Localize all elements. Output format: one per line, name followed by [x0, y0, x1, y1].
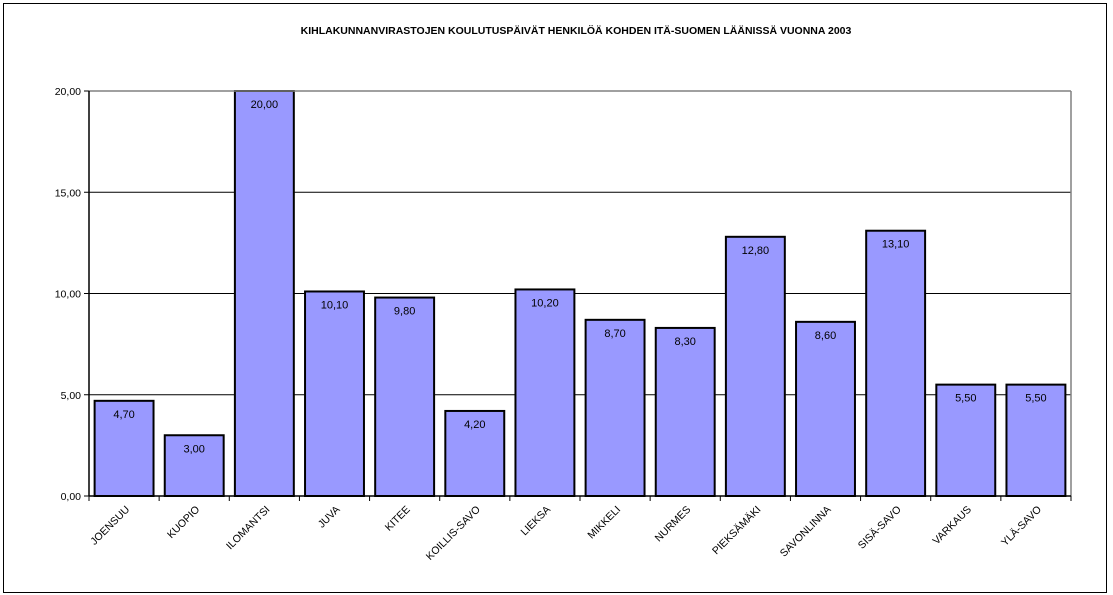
bar — [93, 399, 155, 498]
x-tick-label: JUVA — [316, 504, 343, 531]
x-tick-label: KOILLIS-SAVO — [424, 504, 483, 563]
x-tick-label: YLÄ-SAVO — [999, 504, 1044, 549]
bar — [724, 235, 786, 498]
y-tick-label: 15,00 — [55, 187, 81, 199]
data-label: 10,20 — [531, 297, 559, 309]
bar — [865, 229, 927, 497]
y-tick-label: 10,00 — [55, 289, 81, 301]
x-tick-label: ILOMANTSI — [224, 504, 273, 553]
data-label: 4,70 — [113, 409, 134, 421]
y-tick-label: 5,00 — [61, 390, 82, 402]
data-label: 20,00 — [251, 99, 279, 111]
x-tick-label: KITEE — [383, 504, 413, 534]
x-tick-label: SAVONLINNA — [778, 504, 834, 560]
data-label: 10,10 — [321, 299, 349, 311]
bar — [795, 320, 856, 497]
bar — [584, 318, 646, 498]
bar-chart: KIHLAKUNNANVIRASTOJEN KOULUTUSPÄIVÄT HEN… — [55, 24, 1072, 563]
bar — [514, 288, 576, 498]
data-labels: 4,70 3,00 20,00 10,10 9,80 4,20 10,20 8,70 8,30 1… — [113, 99, 1046, 455]
x-tick-label: SISÄ-SAVO — [856, 504, 904, 552]
bars — [93, 90, 1067, 498]
data-label: 5,50 — [955, 393, 976, 405]
data-label: 8,30 — [675, 336, 696, 348]
data-label: 8,60 — [815, 330, 836, 342]
bar — [374, 296, 436, 497]
data-label: 5,50 — [1025, 393, 1046, 405]
data-label: 13,10 — [882, 239, 910, 251]
y-tick-label: 20,00 — [55, 86, 81, 98]
data-label: 9,80 — [394, 306, 415, 318]
y-tick-label: 0,00 — [61, 491, 82, 503]
x-tick-label: KUOPIO — [165, 504, 202, 541]
chart-title: KIHLAKUNNANVIRASTOJEN KOULUTUSPÄIVÄT HEN… — [301, 24, 852, 37]
x-tick-label: VARKAUS — [930, 504, 973, 547]
data-label: 4,20 — [464, 419, 485, 431]
data-label: 3,00 — [184, 443, 205, 455]
bar — [654, 326, 716, 497]
bar — [233, 90, 295, 497]
x-tick-label: JOENSUU — [88, 504, 132, 548]
x-tick-label: MIKKELI — [585, 504, 623, 542]
bar — [1005, 383, 1067, 497]
data-label: 8,70 — [604, 328, 625, 340]
x-tick-label: NURMES — [653, 504, 694, 545]
bar — [444, 409, 506, 498]
bar — [304, 290, 365, 497]
data-label: 12,80 — [742, 245, 770, 257]
x-tick-label: PIEKSÄMÄKI — [710, 504, 763, 557]
x-tick-label: LIEKSA — [519, 504, 553, 538]
chart-frame: KIHLAKUNNANVIRASTOJEN KOULUTUSPÄIVÄT HEN… — [3, 3, 1107, 593]
